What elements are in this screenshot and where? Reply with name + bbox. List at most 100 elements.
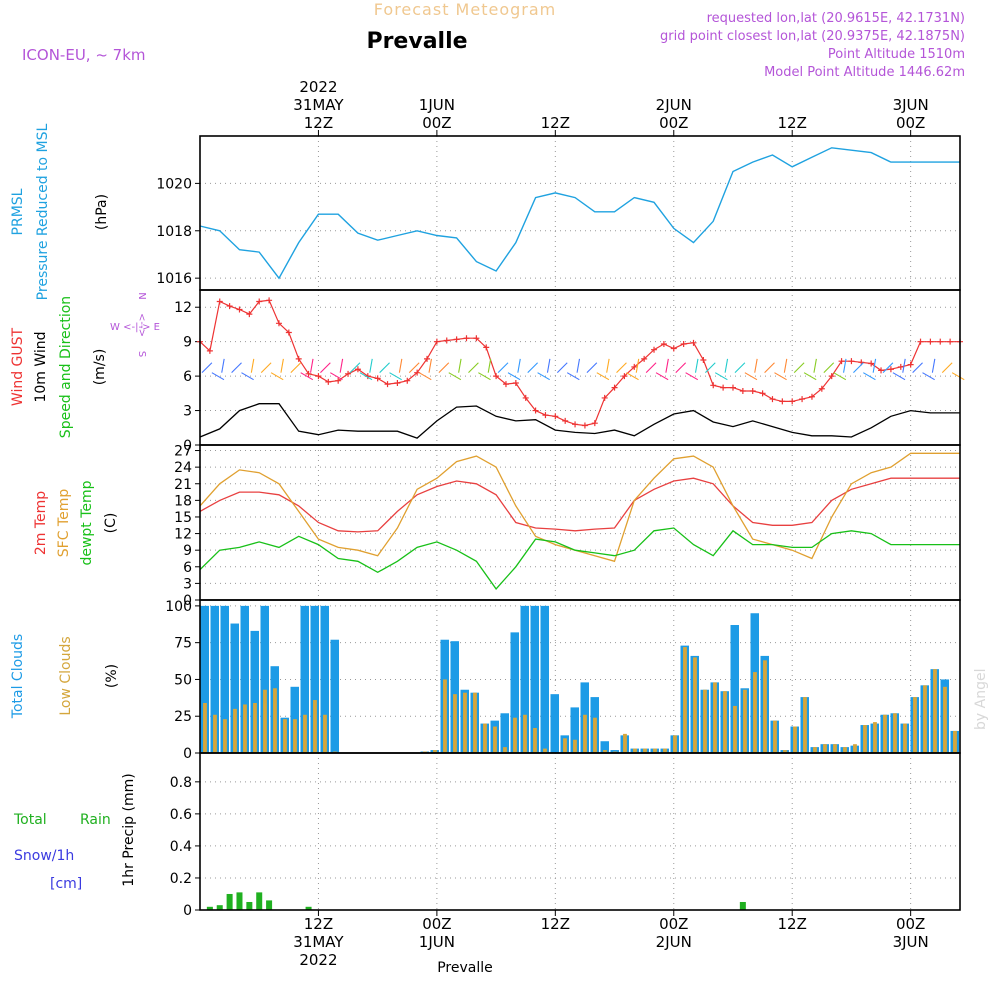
- wind-direction-arrow: [694, 358, 699, 373]
- x-tick-label-top: 00Z: [896, 114, 925, 132]
- low-clouds-bar: [823, 744, 827, 753]
- y-tick-label: 24: [174, 460, 192, 476]
- x-tick-label-bottom: 00Z: [422, 915, 451, 933]
- wind-direction-arrow: [241, 372, 254, 381]
- pressure-label: Pressure Reduced to MSL: [35, 123, 51, 300]
- low-clouds-bar: [663, 748, 667, 753]
- low-clouds-bar: [873, 722, 877, 753]
- gust-marker: [305, 370, 312, 377]
- wind-direction-arrow: [931, 358, 936, 373]
- wind-direction-arrow: [853, 362, 864, 374]
- low-clouds-bar: [543, 748, 547, 753]
- gust-marker: [562, 417, 569, 424]
- wind-direction-arrow: [843, 358, 847, 373]
- gust-marker: [522, 394, 529, 401]
- gust-marker: [443, 337, 450, 344]
- rain-bar: [206, 906, 213, 910]
- wind-direction-arrow: [783, 358, 788, 373]
- model-altitude: Model Point Altitude 1446.62m: [764, 65, 965, 80]
- total-clouds-bar: [220, 605, 229, 753]
- panel-frame: [199, 289, 961, 446]
- low-clouds-bar: [893, 713, 897, 753]
- wind-direction-arrow: [764, 362, 775, 374]
- y-tick-label: 25: [174, 709, 192, 725]
- gust-marker: [759, 390, 766, 397]
- panel-frame: [199, 444, 961, 601]
- y-tick-label: 0.8: [170, 775, 192, 791]
- low-clouds-bar: [713, 682, 717, 753]
- total-clouds-bar: [570, 707, 579, 753]
- wind-direction-arrow: [250, 358, 255, 373]
- gust-marker: [927, 338, 934, 345]
- total-clouds-bar: [310, 605, 319, 753]
- rain-bar: [236, 892, 243, 910]
- low-clouds-bar: [763, 660, 767, 753]
- wind-direction-arrow: [497, 362, 509, 374]
- ms-unit: (m/s): [92, 349, 108, 386]
- wind-direction-arrow: [349, 362, 361, 374]
- gust-marker: [868, 360, 875, 367]
- low-clouds-bar: [273, 688, 277, 753]
- y-tick-label: 0: [183, 746, 192, 762]
- wind-direction-arrow: [616, 362, 627, 374]
- gust-marker: [937, 338, 944, 345]
- total-clouds-bar: [610, 750, 619, 753]
- gust-marker: [700, 357, 707, 364]
- wind-direction-arrow: [902, 358, 906, 373]
- low-clouds-bar: [643, 748, 647, 753]
- location-title: Prevalle: [366, 29, 467, 54]
- gust-marker: [660, 340, 667, 347]
- footer-location: Prevalle: [437, 960, 493, 976]
- gust-marker: [907, 361, 914, 368]
- low-clouds-bar: [903, 723, 907, 753]
- wind-direction-arrow: [566, 372, 580, 381]
- faded-title: Forecast Meteogram: [374, 0, 556, 19]
- x-tick-label-bottom: 12Z: [778, 915, 807, 933]
- low-clouds-bar: [243, 704, 247, 753]
- prmsl-label: PRMSL: [10, 188, 26, 235]
- y-tick-label: 12: [174, 300, 192, 316]
- total-clouds-bar: [330, 639, 339, 753]
- wind-direction-arrow: [863, 372, 876, 381]
- x-tick-label-top: 2JUN: [656, 96, 692, 114]
- compass-we: W <-|-> E: [110, 322, 160, 333]
- wind-direction-arrow: [507, 372, 521, 381]
- wind-direction-arrow: [793, 362, 805, 374]
- y-tick-label: 0.6: [170, 807, 192, 823]
- gust-marker: [275, 320, 282, 327]
- y-tick-label: 1020: [156, 176, 192, 192]
- gust-marker: [799, 396, 806, 403]
- y-tick-label: 1018: [156, 224, 192, 240]
- low-clouds-bar: [583, 714, 587, 753]
- gust-marker: [729, 384, 736, 391]
- total-clouds-bar: [510, 632, 519, 753]
- total-clouds-bar: [500, 713, 509, 753]
- y-tick-label: 0: [183, 593, 192, 609]
- low-clouds-bar: [203, 702, 207, 753]
- y-tick-label: 0.2: [170, 871, 192, 887]
- prmsl-line: [199, 147, 960, 280]
- compass-ns-arrow: <-->: [136, 313, 147, 337]
- gust-marker: [601, 394, 608, 401]
- gust-marker: [779, 398, 786, 405]
- gust-marker: [453, 336, 460, 343]
- x-tick-label-top: 2022: [299, 78, 337, 96]
- low-clouds-bar: [263, 689, 267, 753]
- low-clouds-bar: [523, 714, 527, 753]
- wind-direction-arrow: [339, 358, 344, 373]
- gust-marker: [572, 421, 579, 428]
- wind-direction-arrow: [823, 362, 835, 374]
- low-clouds-bar: [633, 748, 637, 753]
- low-clouds-bar: [783, 750, 787, 753]
- low-clouds-bar: [883, 714, 887, 753]
- x-tick-label-top: 12Z: [778, 114, 807, 132]
- wind-direction-arrow: [606, 358, 610, 373]
- wind-direction-arrow: [596, 372, 610, 381]
- wind-direction-arrow: [478, 372, 491, 381]
- rain-bar: [256, 892, 263, 910]
- gust-marker: [354, 366, 361, 373]
- compass-s: S: [136, 351, 147, 357]
- wind-direction-arrow: [290, 362, 302, 374]
- gust-marker: [404, 377, 411, 384]
- gust-label: Wind GUST: [10, 327, 26, 406]
